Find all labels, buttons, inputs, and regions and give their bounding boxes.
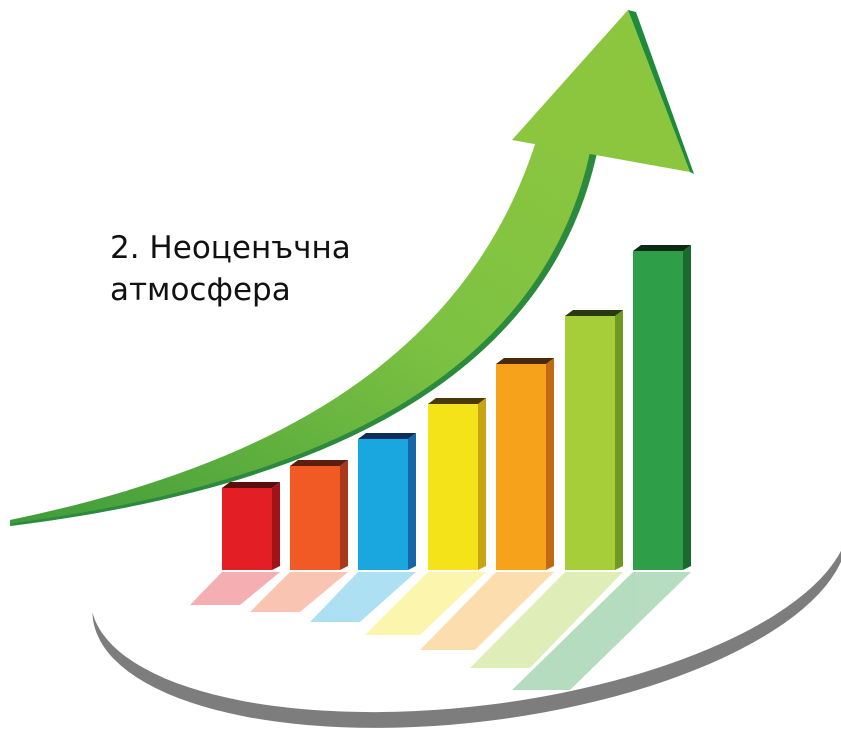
bar-6 xyxy=(565,310,623,570)
bar-3 xyxy=(358,433,416,570)
bar-7 xyxy=(633,245,691,570)
bars xyxy=(222,245,691,570)
bar-2 xyxy=(290,460,348,570)
bar-4 xyxy=(428,398,486,570)
bar-reflections xyxy=(190,572,691,690)
bar-1 xyxy=(222,482,280,570)
bar-5 xyxy=(496,358,554,570)
growth-arrow xyxy=(10,10,694,526)
caption-line: 2. Неоценъчна xyxy=(110,230,351,266)
caption-line: атмосфера xyxy=(110,272,291,308)
